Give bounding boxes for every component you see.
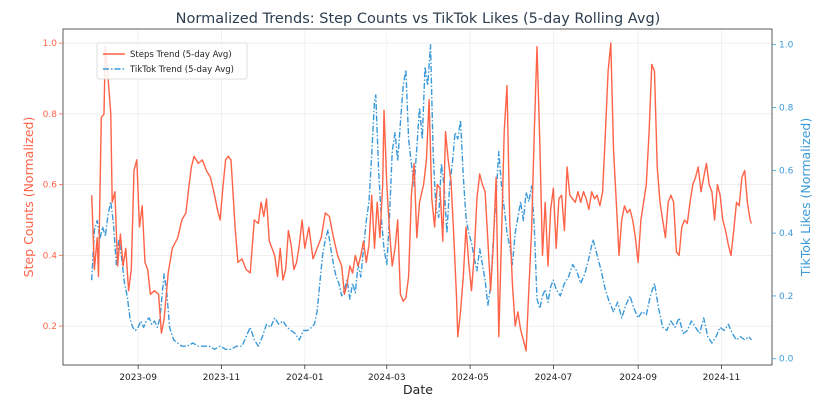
series-layer bbox=[91, 42, 753, 352]
x-tick-label: 2024-05 bbox=[451, 373, 489, 383]
x-tick-label: 2024-03 bbox=[368, 373, 406, 383]
y-axis-right: 0.0 0.2 0.4 0.6 0.8 1.0 bbox=[772, 41, 794, 365]
y-right-tick-label: 1.0 bbox=[779, 41, 794, 51]
legend: Steps Trend (5-day Avg) TikTok Trend (5-… bbox=[96, 42, 248, 80]
plot-frame bbox=[62, 28, 773, 366]
legend-box bbox=[96, 42, 248, 80]
y-left-tick-label: 0.2 bbox=[43, 322, 57, 332]
y-right-tick-label: 0.6 bbox=[779, 166, 794, 176]
legend-steps-label: Steps Trend (5-day Avg) bbox=[130, 50, 232, 60]
y-right-tick-label: 0.2 bbox=[779, 292, 793, 302]
y-axis-left-label: Step Counts (Normalized) bbox=[21, 117, 36, 278]
y-axis-right-label: TikTok Likes (Normalized) bbox=[798, 118, 813, 277]
x-tick-label: 2023-09 bbox=[119, 373, 157, 383]
y-left-tick-label: 0.6 bbox=[43, 181, 58, 191]
grid bbox=[63, 29, 772, 365]
legend-tiktok-label: TikTok Trend (5-day Avg) bbox=[129, 65, 234, 75]
x-axis: 2023-09 2023-11 2024-01 2024-03 2024-05 2024-… bbox=[119, 365, 740, 383]
x-axis-label: Date bbox=[403, 382, 433, 397]
x-tick-label: 2024-01 bbox=[286, 373, 324, 383]
chart-title: Normalized Trends: Step Counts vs TikTok… bbox=[176, 11, 661, 27]
x-tick-label: 2024-09 bbox=[619, 373, 657, 383]
x-tick-label: 2024-11 bbox=[703, 373, 741, 383]
y-left-tick-label: 1.0 bbox=[43, 39, 58, 49]
tiktok-trend-line bbox=[91, 44, 753, 350]
x-tick-label: 2024-07 bbox=[535, 373, 573, 383]
y-right-tick-label: 0.8 bbox=[779, 104, 794, 114]
steps-trend-line bbox=[91, 42, 753, 352]
y-right-tick-label: 0.4 bbox=[779, 229, 794, 239]
y-right-tick-label: 0.0 bbox=[779, 355, 794, 365]
y-left-tick-label: 0.4 bbox=[43, 251, 58, 261]
x-tick-label: 2023-11 bbox=[203, 373, 241, 383]
y-axis-left: 0.2 0.4 0.6 0.8 1.0 bbox=[43, 39, 63, 332]
y-left-tick-label: 0.8 bbox=[43, 110, 58, 120]
